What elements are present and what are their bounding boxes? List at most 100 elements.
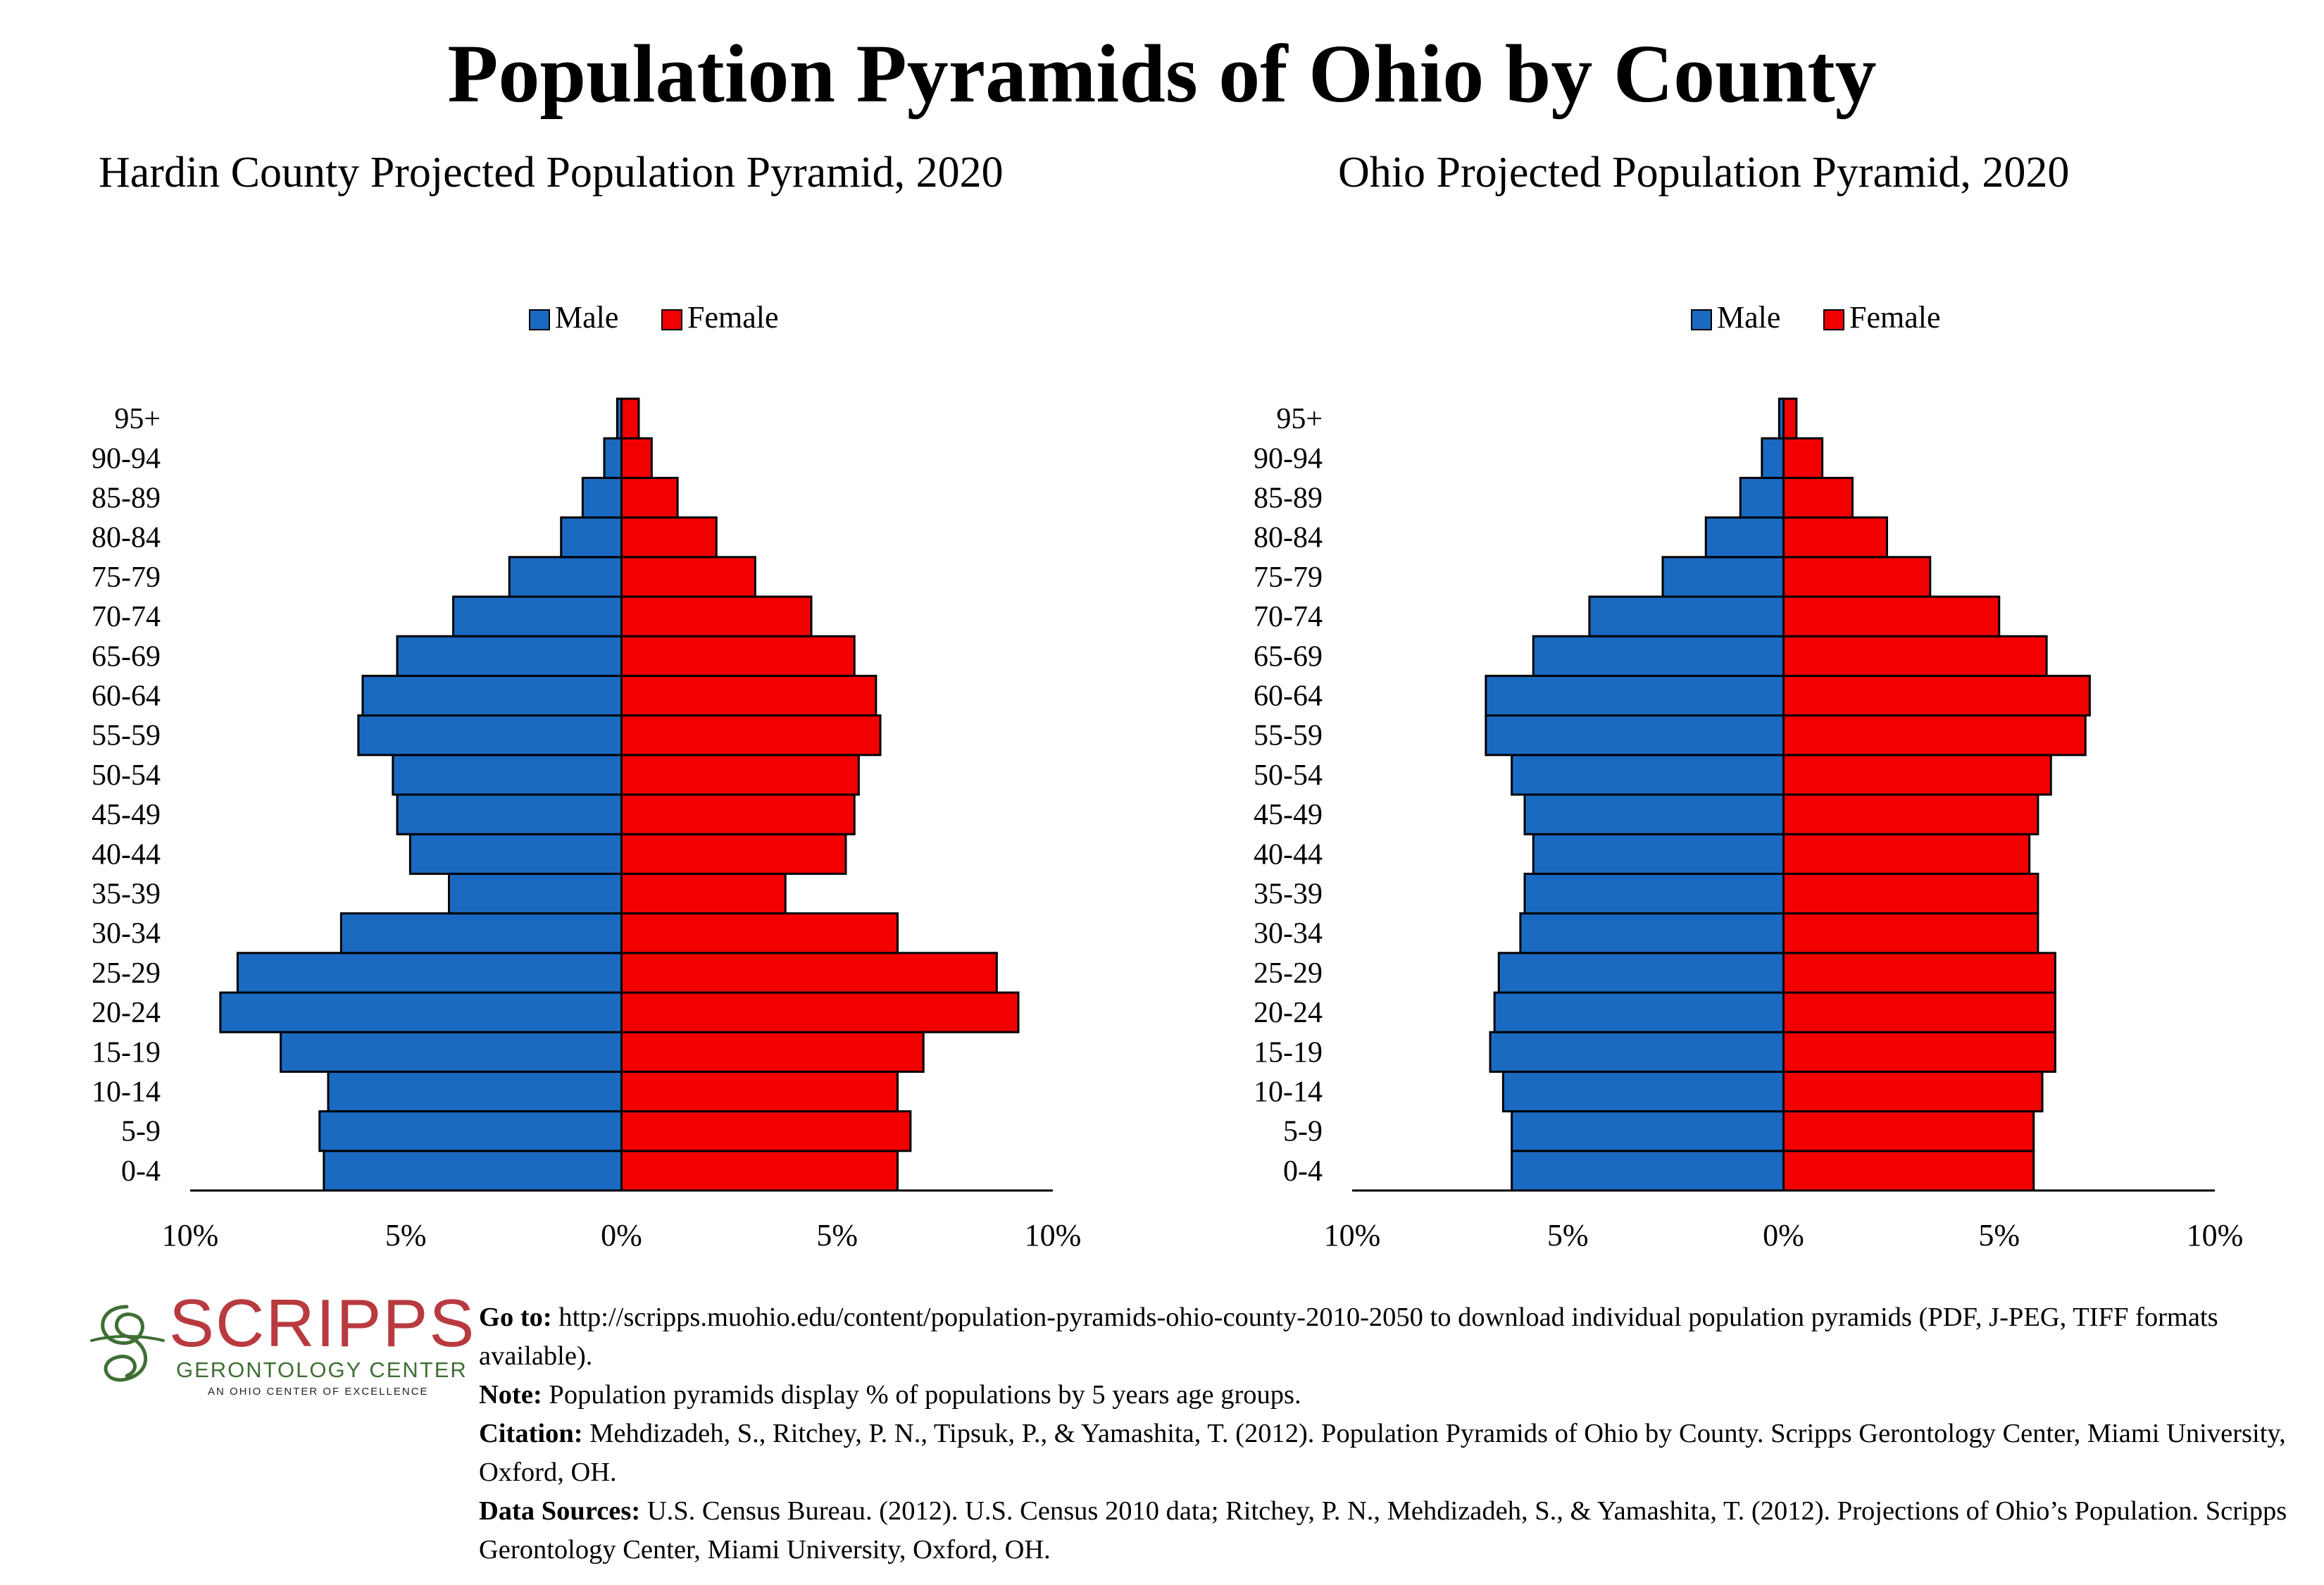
bar-female (620, 714, 882, 757)
bar-male (236, 952, 623, 994)
bar-male (1489, 1031, 1785, 1073)
logo-tagline: AN OHIO CENTER OF EXCELLENCE (208, 1386, 429, 1398)
bar-female (1782, 714, 2087, 757)
age-group-label: 25-29 (1254, 957, 1323, 990)
bar-female (1782, 833, 2031, 875)
bar-female (620, 991, 1020, 1033)
logo-subtitle: GERONTOLOGY CENTER (176, 1357, 468, 1382)
bar-female (620, 1150, 899, 1192)
age-group-label: 85-89 (1254, 483, 1323, 515)
age-group-label: 65-69 (92, 640, 161, 673)
bar-female (620, 437, 653, 479)
bar-male (361, 674, 623, 717)
x-tick-label: 10% (1324, 1218, 1381, 1253)
bar-female (1782, 754, 2052, 796)
age-group-label: 55-59 (92, 720, 161, 752)
age-group-label: 20-24 (1254, 997, 1323, 1029)
age-group-label: 90-94 (92, 442, 161, 475)
bar-male (396, 793, 623, 835)
bar-male (581, 476, 623, 519)
age-group-label: 0-4 (1283, 1155, 1323, 1188)
legend-swatch-female (1823, 309, 1844, 330)
age-group-label: 0-4 (121, 1155, 161, 1188)
age-group-label: 5-9 (121, 1116, 161, 1148)
page-title: Population Pyramids of Ohio by County (447, 27, 1877, 120)
age-group-label: 10-14 (1254, 1076, 1323, 1109)
bar-female (620, 556, 756, 598)
age-group-label: 95+ (114, 403, 161, 435)
bar-female (1782, 595, 2001, 638)
bar-female (1782, 793, 2039, 835)
age-group-label: 90-94 (1254, 442, 1323, 475)
age-group-label: 20-24 (92, 997, 161, 1029)
age-group-label: 75-79 (92, 561, 161, 594)
bar-female (620, 754, 860, 796)
bar-male (452, 595, 623, 638)
goto-text: http://scripps.muohio.edu/content/popula… (479, 1303, 2218, 1371)
age-group-label: 70-74 (92, 601, 161, 633)
sources-text: U.S. Census Bureau. (2012). U.S. Census … (479, 1496, 2287, 1565)
bar-female (1782, 516, 1888, 559)
bar-female (1782, 635, 2048, 677)
bar-male (1523, 793, 1785, 835)
bar-male (1739, 476, 1785, 519)
bar-female (1782, 476, 1854, 519)
footnotes: Go to: http://scripps.muohio.edu/content… (479, 1298, 2310, 1570)
bar-female (1782, 1150, 2035, 1192)
age-group-label: 95+ (1276, 403, 1323, 435)
bar-male (1501, 1070, 1785, 1113)
age-group-label: 30-34 (1254, 918, 1323, 950)
age-group-label: 40-44 (1254, 838, 1323, 871)
bar-female (1782, 674, 2091, 717)
x-tick-label: 5% (1978, 1218, 2020, 1253)
bar-female (620, 635, 856, 677)
bar-male (508, 556, 623, 598)
bar-male (448, 872, 623, 915)
bar-female (620, 833, 847, 875)
age-group-label: 60-64 (1254, 680, 1323, 713)
bar-female (1782, 397, 1798, 440)
citation-text: Mehdizadeh, S., Ritchey, P. N., Tipsuk, … (479, 1419, 2286, 1487)
x-tick-label: 0% (1763, 1218, 1804, 1253)
bar-male (1497, 952, 1785, 994)
goto-note: Go to: http://scripps.muohio.edu/content… (479, 1298, 2310, 1376)
legend-swatch-male (529, 309, 550, 330)
bar-male (1511, 754, 1785, 796)
age-group-label: 50-54 (92, 759, 161, 792)
bar-female (1782, 952, 2056, 994)
bar-female (1782, 556, 1932, 598)
bar-female (620, 872, 787, 915)
chart-title-ohio: Ohio Projected Population Pyramid, 2020 (1338, 149, 2070, 197)
bar-female (620, 912, 899, 955)
bar-female (1782, 991, 2056, 1033)
bar-male (1588, 595, 1785, 638)
x-tick-label: 10% (1025, 1218, 1082, 1253)
bar-male (327, 1070, 623, 1113)
age-group-label: 5-9 (1283, 1116, 1323, 1148)
age-group-label: 35-39 (92, 878, 161, 911)
legend-label-male: Male (555, 300, 618, 335)
bar-female (620, 595, 813, 638)
chart-title-hardin: Hardin County Projected Population Pyram… (99, 149, 1004, 197)
ohio-pyramid-chart: Male Female 0-4 5-9 10-14 15-19 20-24 25-29 30-3… (1254, 300, 2244, 1253)
bar-male (1511, 1150, 1785, 1192)
bar-male (408, 833, 623, 875)
x-tick-label: 10% (162, 1218, 219, 1253)
age-group-label: 35-39 (1254, 878, 1323, 911)
bar-female (620, 1031, 925, 1073)
bar-female (1782, 872, 2039, 915)
bar-male (560, 516, 623, 559)
age-group-label: 45-49 (1254, 799, 1323, 831)
sources-note: Data Sources: U.S. Census Bureau. (2012)… (479, 1492, 2310, 1570)
bar-male (1485, 674, 1785, 717)
x-tick-label: 5% (816, 1218, 858, 1253)
bar-male (1523, 872, 1785, 915)
x-tick-label: 10% (2187, 1218, 2244, 1253)
legend-swatch-male (1691, 309, 1712, 330)
age-group-label: 65-69 (1254, 640, 1323, 673)
age-group-label: 80-84 (92, 522, 161, 554)
bar-male (603, 437, 623, 479)
bar-male (396, 635, 623, 677)
bar-female (620, 952, 998, 994)
bar-male (1519, 912, 1785, 955)
